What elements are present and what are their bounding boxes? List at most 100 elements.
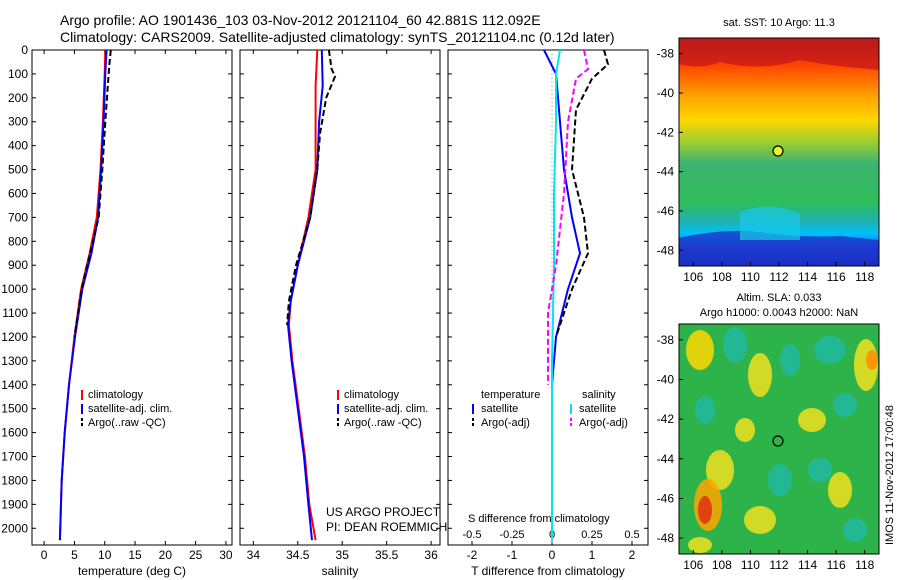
map-y-tick-label: -42: [657, 412, 675, 426]
salinity-panel-xlabel: salinity: [322, 564, 359, 578]
map-x-tick-label: 112: [769, 270, 788, 284]
sla-anomaly-blob: [814, 336, 846, 364]
legend-label: Argo(..raw -QC): [344, 417, 422, 429]
sst-map-warm-blob: [679, 38, 879, 70]
map-y-tick-label: -44: [657, 452, 675, 466]
sla-anomaly-blob: [706, 450, 734, 490]
map-y-tick-label: -40: [657, 86, 675, 100]
x-tick-label: 2: [629, 548, 636, 562]
map-x-tick-label: 108: [712, 558, 732, 572]
sla-anomaly-blob: [748, 353, 772, 397]
depth-tick-label: 400: [8, 139, 28, 153]
depth-tick-label: 100: [8, 67, 28, 81]
sst-map: [678, 37, 880, 267]
legend-label: satellite: [579, 403, 616, 415]
map-x-tick-label: 118: [855, 558, 874, 572]
header-line-1: Argo profile: AO 1901436_103 03-Nov-2012…: [60, 12, 541, 28]
x-tick-label: 0: [41, 548, 48, 562]
legend-label: satellite-adj. clim.: [344, 403, 428, 415]
difference-panel-xlabel: T difference from climatology: [471, 564, 625, 578]
map-y-tick-label: -42: [657, 125, 675, 139]
series-line: [286, 49, 337, 326]
depth-tick-label: 300: [8, 115, 28, 129]
map-x-tick-label: 110: [741, 558, 760, 572]
series-line: [547, 49, 590, 385]
sla-anomaly-blob: [735, 418, 755, 442]
legend-label: satellite: [481, 403, 518, 415]
depth-tick-label: 1900: [1, 497, 28, 511]
credit-pi: PI: DEAN ROEMMICH: [326, 520, 447, 534]
salinity-panel: 34 34.5 35 35.5 36 salinity climatology satelli…: [239, 49, 441, 578]
depth-tick-label: 500: [8, 163, 28, 177]
depth-tick-label: 0: [21, 43, 28, 57]
depth-tick-label: 700: [8, 210, 28, 224]
x-tick-label: -1: [507, 548, 518, 562]
x-tick-label: 25: [189, 548, 203, 562]
credit-project: US ARGO PROJECT: [326, 505, 441, 519]
x-tick-label: 36: [424, 548, 438, 562]
map-x-tick-label: 106: [683, 558, 703, 572]
sla-anomaly-blob: [695, 396, 715, 424]
legend-heading: temperature: [481, 389, 540, 401]
map-y-tick-label: -38: [657, 333, 675, 347]
map-y-tick-label: -40: [657, 373, 675, 387]
sst-map-cyan-patch: [740, 206, 800, 240]
salinity-panel-frame: [239, 49, 441, 546]
map-x-tick-label: 108: [712, 270, 732, 284]
sla-map-title: Altim. SLA: 0.033: [737, 292, 822, 304]
x-tick-label: 34: [247, 548, 261, 562]
sla-anomaly-blob: [686, 330, 714, 370]
s-tick-label: -0.5: [463, 529, 482, 541]
sla-anomaly-blob: [780, 344, 800, 376]
series-line: [58, 49, 108, 541]
x-tick-label: 34.5: [286, 548, 310, 562]
sla-anomaly-blob: [744, 506, 776, 534]
header-line-2: Climatology: CARS2009. Satellite-adjuste…: [60, 29, 615, 45]
legend-heading: salinity: [582, 389, 616, 401]
s-tick-label: 0.25: [581, 529, 602, 541]
sla-map-subtitle: Argo h1000: 0.0043 h2000: NaN: [700, 307, 858, 319]
x-tick-label: 20: [159, 548, 173, 562]
sla-map-argo-marker: [772, 435, 784, 447]
depth-tick-label: 900: [8, 258, 28, 272]
depth-tick-label: 2000: [1, 521, 28, 535]
x-tick-label: 0: [549, 548, 556, 562]
depth-tick-label: 1800: [1, 473, 28, 487]
sla-anomaly-blob: [768, 464, 792, 496]
sla-anomaly-blob: [808, 458, 832, 482]
depth-tick-label: 1100: [2, 306, 28, 320]
sst-map-title: sat. SST: 10 Argo: 11.3: [723, 17, 835, 29]
depth-tick-label: 1700: [1, 450, 28, 464]
series-line: [73, 49, 112, 338]
depth-tick-label: 1600: [1, 426, 28, 440]
difference-panel-frame: [447, 49, 649, 546]
series-line: [551, 49, 561, 541]
temperature-panel-frame: [31, 49, 233, 546]
sla-anomaly-blob: [798, 408, 826, 432]
x-tick-label: 35: [336, 548, 350, 562]
x-tick-label: 10: [98, 548, 112, 562]
sla-anomaly-blob: [723, 327, 747, 363]
depth-tick-label: 1500: [1, 402, 28, 416]
map-x-tick-label: 116: [827, 558, 846, 572]
map-y-tick-label: -48: [657, 531, 675, 545]
map-x-tick-label: 110: [741, 270, 760, 284]
legend-label: climatology: [344, 389, 400, 401]
temperature-panel-xlabel: temperature (deg C): [78, 564, 186, 578]
sla-anomaly-blob: [833, 393, 857, 417]
map-x-tick-label: 114: [798, 558, 817, 572]
sst-map-argo-marker: [772, 145, 784, 157]
credit-stamp: IMOS 11-Nov-2012 17:00:48: [884, 405, 896, 545]
depth-tick-label: 1000: [1, 282, 28, 296]
map-x-tick-label: 114: [798, 270, 817, 284]
legend-label: satellite-adj. clim.: [88, 403, 172, 415]
series-line: [543, 49, 582, 541]
depth-tick-label: 800: [8, 234, 28, 248]
sla-map: [678, 323, 880, 555]
s-tick-label: 0.5: [624, 529, 639, 541]
legend-label: Argo(-adj): [481, 417, 530, 429]
x-tick-label: 1: [589, 548, 596, 562]
map-x-tick-label: 118: [855, 270, 874, 284]
series-line: [286, 49, 324, 541]
